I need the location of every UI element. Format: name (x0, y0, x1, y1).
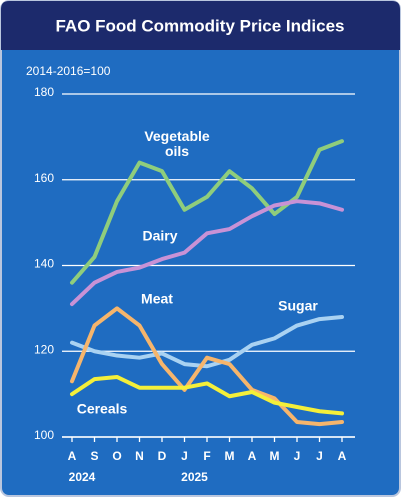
x-tick-label: A (248, 449, 257, 463)
series-label: Cereals (77, 401, 128, 417)
header (1, 1, 400, 50)
x-tick-label: O (112, 449, 121, 463)
x-tick-label: J (294, 449, 301, 463)
series-line (70, 306, 344, 427)
subtitle: 2014-2016=100 (26, 64, 111, 78)
year-label: 2024 (69, 470, 96, 484)
series-label: Meat (141, 291, 173, 307)
x-tick-label: N (135, 449, 144, 463)
series-label: Sugar (278, 298, 318, 314)
x-tick-label: J (316, 449, 323, 463)
y-tick-label: 180 (34, 85, 54, 99)
x-tick-label: D (158, 449, 167, 463)
x-tick-label: M (225, 449, 235, 463)
x-tick-label: F (203, 449, 210, 463)
chart-title: FAO Food Commodity Price Indices (55, 16, 344, 35)
x-tick-label: J (181, 449, 188, 463)
y-tick-label: 160 (34, 171, 54, 185)
y-tick-label: 120 (34, 342, 54, 356)
x-tick-label: A (338, 449, 347, 463)
year-label: 2025 (181, 470, 208, 484)
y-tick-label: 140 (34, 257, 54, 271)
x-tick-label: M (270, 449, 280, 463)
series-line (70, 199, 344, 307)
y-tick-label: 100 (34, 428, 54, 442)
series-label: Vegetable oils (144, 128, 210, 159)
series-line (70, 139, 344, 285)
x-tick-label: S (90, 449, 98, 463)
series-line (70, 314, 344, 369)
x-tick-label: A (68, 449, 77, 463)
series-line (70, 374, 344, 416)
series-label: Dairy (142, 228, 177, 244)
